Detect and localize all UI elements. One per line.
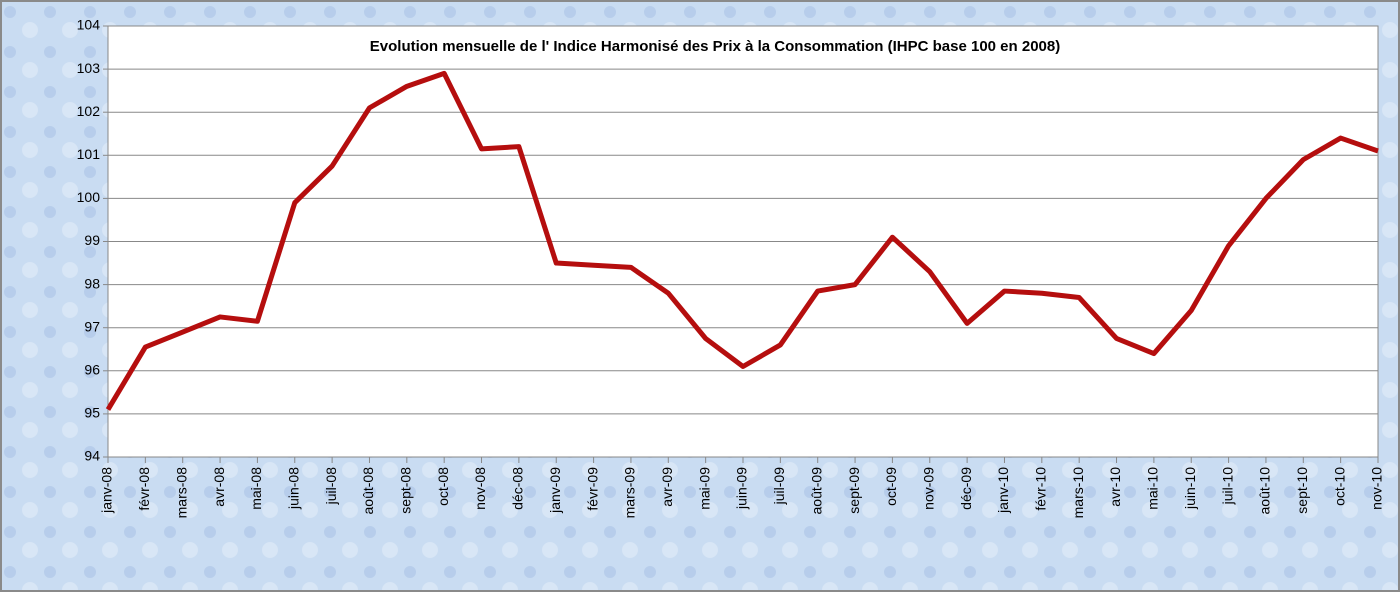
y-tick-label: 100	[77, 189, 101, 205]
chart-title: Evolution mensuelle de l' Indice Harmoni…	[370, 38, 1060, 55]
x-tick-label: nov-08	[472, 467, 488, 510]
x-tick-label: mai-10	[1145, 467, 1161, 510]
x-tick-label: févr-10	[1033, 467, 1049, 511]
x-tick-label: sept-08	[398, 467, 414, 514]
x-tick-label: janv-08	[99, 467, 115, 514]
x-tick-label: mars-10	[1070, 467, 1086, 519]
x-tick-label: juil-09	[771, 467, 787, 506]
x-tick-label: juil-08	[323, 467, 339, 506]
y-tick-label: 102	[77, 103, 101, 119]
x-tick-label: juin-10	[1182, 467, 1198, 510]
x-tick-label: mars-09	[622, 467, 638, 519]
x-tick-label: janv-09	[547, 467, 563, 514]
x-tick-label: déc-08	[510, 467, 526, 510]
y-tick-label: 95	[84, 405, 100, 421]
y-tick-label: 97	[84, 318, 100, 334]
y-tick-label: 98	[84, 275, 100, 291]
y-tick-label: 104	[77, 17, 101, 33]
x-tick-label: avr-08	[211, 467, 227, 507]
x-tick-label: avr-10	[1107, 467, 1123, 507]
x-tick-label: mai-09	[696, 467, 712, 510]
x-tick-label: juin-09	[734, 467, 750, 510]
x-tick-label: avr-09	[659, 467, 675, 507]
x-tick-label: oct-10	[1331, 467, 1347, 506]
x-tick-label: août-09	[808, 467, 824, 515]
x-tick-label: déc-09	[958, 467, 974, 510]
x-tick-label: août-10	[1257, 467, 1273, 515]
x-tick-label: févr-08	[136, 467, 152, 511]
y-tick-label: 94	[84, 448, 100, 464]
x-tick-label: mai-08	[248, 467, 264, 510]
y-tick-label: 96	[84, 362, 100, 378]
x-tick-label: mars-08	[173, 467, 189, 519]
x-tick-label: févr-09	[584, 467, 600, 511]
x-tick-label: nov-10	[1369, 467, 1385, 510]
x-tick-label: juil-10	[1219, 467, 1235, 506]
data-line	[105, 70, 1379, 411]
y-tick-label: 101	[77, 146, 101, 162]
x-tick-label: janv-10	[995, 467, 1011, 514]
x-tick-label: juin-08	[285, 467, 301, 510]
x-tick-label: nov-09	[920, 467, 936, 510]
x-tick-label: sept-09	[846, 467, 862, 514]
x-tick-label: oct-09	[883, 467, 899, 506]
x-tick-label: août-08	[360, 467, 376, 515]
y-tick-label: 103	[77, 60, 101, 76]
x-tick-label: oct-08	[435, 467, 451, 506]
x-tick-label: sept-10	[1294, 467, 1310, 514]
y-tick-label: 99	[84, 232, 100, 248]
